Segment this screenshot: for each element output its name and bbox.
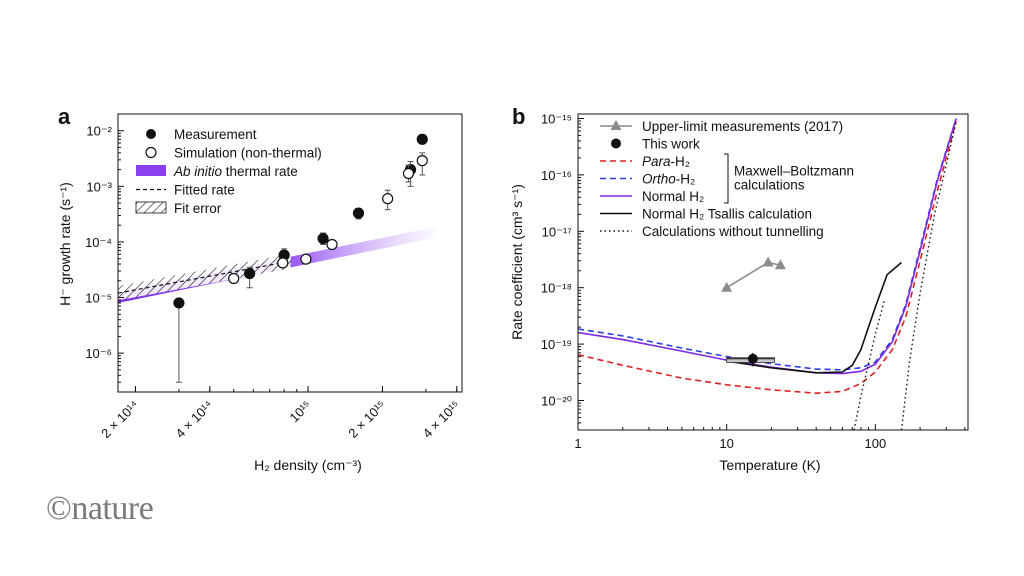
panel-b-legend-label: Ortho-H₂ xyxy=(642,172,695,187)
panel-a-legend-item: Simulation (non-thermal) xyxy=(145,146,322,161)
upper-limit-point xyxy=(774,259,786,270)
panel-a-y-tick-label: 10⁻⁶ xyxy=(85,346,112,361)
panel-b-y-tick-label: 10⁻¹⁶ xyxy=(541,168,572,183)
panel-a-x-tick-label: 4 × 10¹⁵ xyxy=(420,398,463,441)
series-line xyxy=(900,120,957,430)
panel-b-label: b xyxy=(512,104,525,129)
panel-a: a 10⁻⁶ 10⁻⁵ 10⁻⁴ 10⁻³ 10⁻² 2 × 10¹⁴ 4 × 10¹⁴ 10… xyxy=(57,104,463,473)
panel-a-x-tick-label: 2 × 10¹⁴ xyxy=(98,398,141,441)
panel-b-legend-label: Calculations without tunnelling xyxy=(642,224,824,239)
panel-b: b 10⁻²⁰ 10⁻¹⁹ 10⁻¹⁸ 10⁻¹⁷ 10⁻¹⁶ 10⁻¹⁵ 1 10 100 T… xyxy=(509,104,969,473)
panel-a-y-tick-label: 10⁻⁵ xyxy=(85,291,112,306)
panel-b-legend-item: Upper-limit measurements (2017) xyxy=(600,119,843,134)
panel-b-legend-label: Normal H₂ Tsallis calculation xyxy=(642,207,812,222)
series-line xyxy=(578,120,957,395)
panel-a-legend: Measurement Simulation (non-thermal) Ab in… xyxy=(135,127,322,216)
panel-a-legend-label: Ab initio thermal rate xyxy=(173,164,298,179)
panel-a-legend-label: Fitted rate xyxy=(174,183,235,198)
measurement-point xyxy=(173,297,185,383)
simulation-point xyxy=(326,238,338,251)
simulation-point xyxy=(277,257,289,269)
simulation-point xyxy=(382,189,394,211)
panel-a-legend-item: Fit error xyxy=(135,201,222,216)
panel-b-legend-item: Normal H₂ xyxy=(600,189,704,204)
series-line xyxy=(578,118,957,371)
upper-limit-point xyxy=(721,281,733,292)
panel-b-x-tick-label: 10 xyxy=(719,436,733,451)
series-line xyxy=(726,261,903,374)
panel-a-x-tick-label: 4 × 10¹⁴ xyxy=(172,398,215,441)
simulation-point xyxy=(402,164,415,183)
panel-b-x-tick-label: 1 xyxy=(574,436,581,451)
panel-a-x-axis-label: H₂ density (cm⁻³) xyxy=(254,457,362,473)
measurement-point xyxy=(244,266,256,289)
panel-b-legend-item: Para-H₂ xyxy=(600,154,690,169)
panel-b-legend-label: Normal H₂ xyxy=(642,189,704,204)
panel-b-y-axis-label: Rate coefficient (cm³ s⁻¹) xyxy=(509,184,525,340)
measurement-point xyxy=(416,133,428,145)
panel-b-legend: Upper-limit measurements (2017) This work… xyxy=(600,119,854,239)
maxwell-boltzmann-label: calculations xyxy=(734,178,805,193)
panel-a-y-tick-label: 10⁻⁴ xyxy=(85,235,112,250)
panel-a-legend-item: Measurement xyxy=(146,127,257,142)
panel-a-y-axis-label: H⁻ growth rate (s⁻¹) xyxy=(57,182,73,306)
panel-b-y-tick-label: 10⁻¹⁸ xyxy=(541,281,572,296)
panel-b-axes-frame xyxy=(577,113,969,431)
panel-b-legend-item: Ortho-H₂ xyxy=(600,172,695,187)
panel-a-y-tick-label: 10⁻² xyxy=(86,124,112,139)
series-line xyxy=(853,300,886,430)
fitted-rate-line xyxy=(117,260,291,294)
nature-logo: ©nature xyxy=(46,490,154,527)
simulation-point xyxy=(228,272,240,285)
panel-b-y-tick-label: 10⁻¹⁷ xyxy=(542,224,573,239)
maxwell-boltzmann-bracket xyxy=(724,153,729,204)
panel-a-x-tick-label: 2 × 10¹⁵ xyxy=(345,398,388,441)
panel-b-y-tick-label: 10⁻¹⁹ xyxy=(541,337,572,352)
panel-a-legend-label: Measurement xyxy=(174,127,257,142)
panel-b-x-tick-label: 100 xyxy=(864,436,886,451)
panel-b-y-tick-label: 10⁻²⁰ xyxy=(541,394,572,409)
upper-limit-point xyxy=(762,256,774,267)
panel-b-legend-label: This work xyxy=(642,137,700,152)
measurement-point xyxy=(352,207,365,220)
series-line xyxy=(578,118,957,375)
this-work-point xyxy=(726,352,775,367)
panel-b-y-tick-label: 10⁻¹⁵ xyxy=(541,111,572,126)
panel-a-x-tick-label: 10¹⁵ xyxy=(286,398,314,426)
panel-b-legend-item: Calculations without tunnelling xyxy=(600,224,824,239)
panel-b-legend-item: Normal H₂ Tsallis calculation xyxy=(600,207,812,222)
panel-a-legend-label: Fit error xyxy=(174,201,222,216)
panel-a-y-tick-label: 10⁻³ xyxy=(86,179,112,194)
panel-a-axes-frame xyxy=(117,113,463,393)
panel-a-label: a xyxy=(58,104,71,129)
panel-a-legend-item: Fitted rate xyxy=(136,183,235,198)
panel-b-legend-label: Upper-limit measurements (2017) xyxy=(642,119,843,134)
panel-a-legend-item: Ab initio thermal rate xyxy=(136,164,298,179)
panel-a-legend-label: Simulation (non-thermal) xyxy=(174,146,322,161)
maxwell-boltzmann-label: Maxwell–Boltzmann xyxy=(734,164,854,179)
panel-b-x-axis-label: Temperature (K) xyxy=(719,457,820,473)
measurement-point xyxy=(317,232,329,245)
panel-b-legend-label: Para-H₂ xyxy=(642,154,690,169)
simulation-point xyxy=(416,152,428,176)
panel-b-legend-item: This work xyxy=(611,137,700,152)
simulation-point xyxy=(300,253,312,265)
